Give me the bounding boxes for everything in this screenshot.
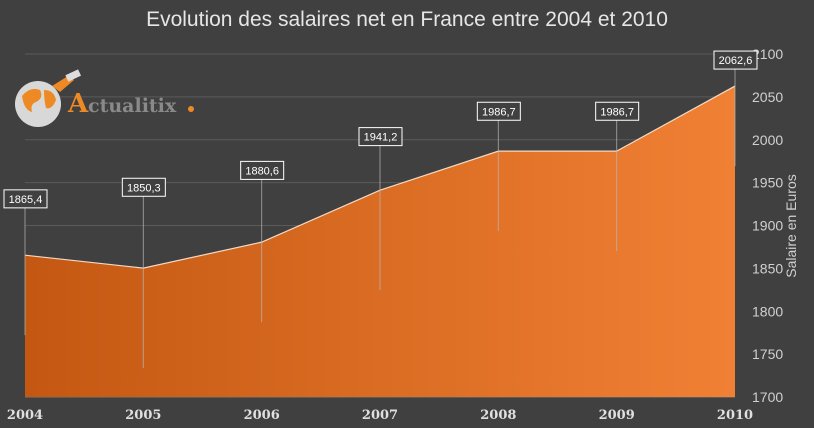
x-tick-label: 2004 (7, 408, 43, 423)
data-label-box (3, 189, 48, 209)
data-label-box (713, 50, 758, 70)
data-label: 1865,4 (9, 194, 43, 206)
data-label: 1986,7 (482, 106, 516, 118)
y-axis-title: Salaire en Euros (783, 174, 799, 278)
data-label-box (121, 177, 166, 197)
x-tick-label: 2006 (244, 408, 280, 423)
data-label: 1941,2 (364, 132, 398, 144)
y-tick-label: 1850 (752, 260, 783, 276)
chart-title: Evolution des salaires net en France ent… (146, 8, 668, 31)
data-label-box (595, 101, 640, 121)
data-label: 2062,6 (719, 55, 753, 67)
actualitix-logo: A ctualitix (15, 69, 194, 127)
y-tick-label: 2000 (752, 132, 783, 148)
data-label-box (476, 101, 521, 121)
x-tick-label: 2010 (717, 408, 753, 423)
data-label: 1986,7 (600, 106, 634, 118)
y-tick-label: 2100 (752, 46, 783, 62)
y-tick-label: 1900 (752, 218, 783, 234)
y-tick-label: 1700 (752, 389, 783, 405)
data-label-box (358, 127, 403, 147)
x-tick-label: 2008 (480, 408, 516, 423)
data-label: 1880,6 (245, 165, 279, 177)
svg-text:A: A (67, 89, 89, 119)
x-tick-label: 2007 (362, 408, 398, 423)
svg-text:ctualitix: ctualitix (88, 95, 177, 117)
x-tick-label: 2009 (599, 408, 635, 423)
x-tick-label: 2005 (125, 408, 161, 423)
y-tick-label: 1950 (752, 175, 783, 191)
y-tick-label: 2050 (752, 89, 783, 105)
y-tick-label: 1800 (752, 303, 783, 319)
data-label: 1850,3 (127, 182, 161, 194)
data-label-box (240, 160, 285, 180)
y-tick-label: 1750 (752, 346, 783, 362)
